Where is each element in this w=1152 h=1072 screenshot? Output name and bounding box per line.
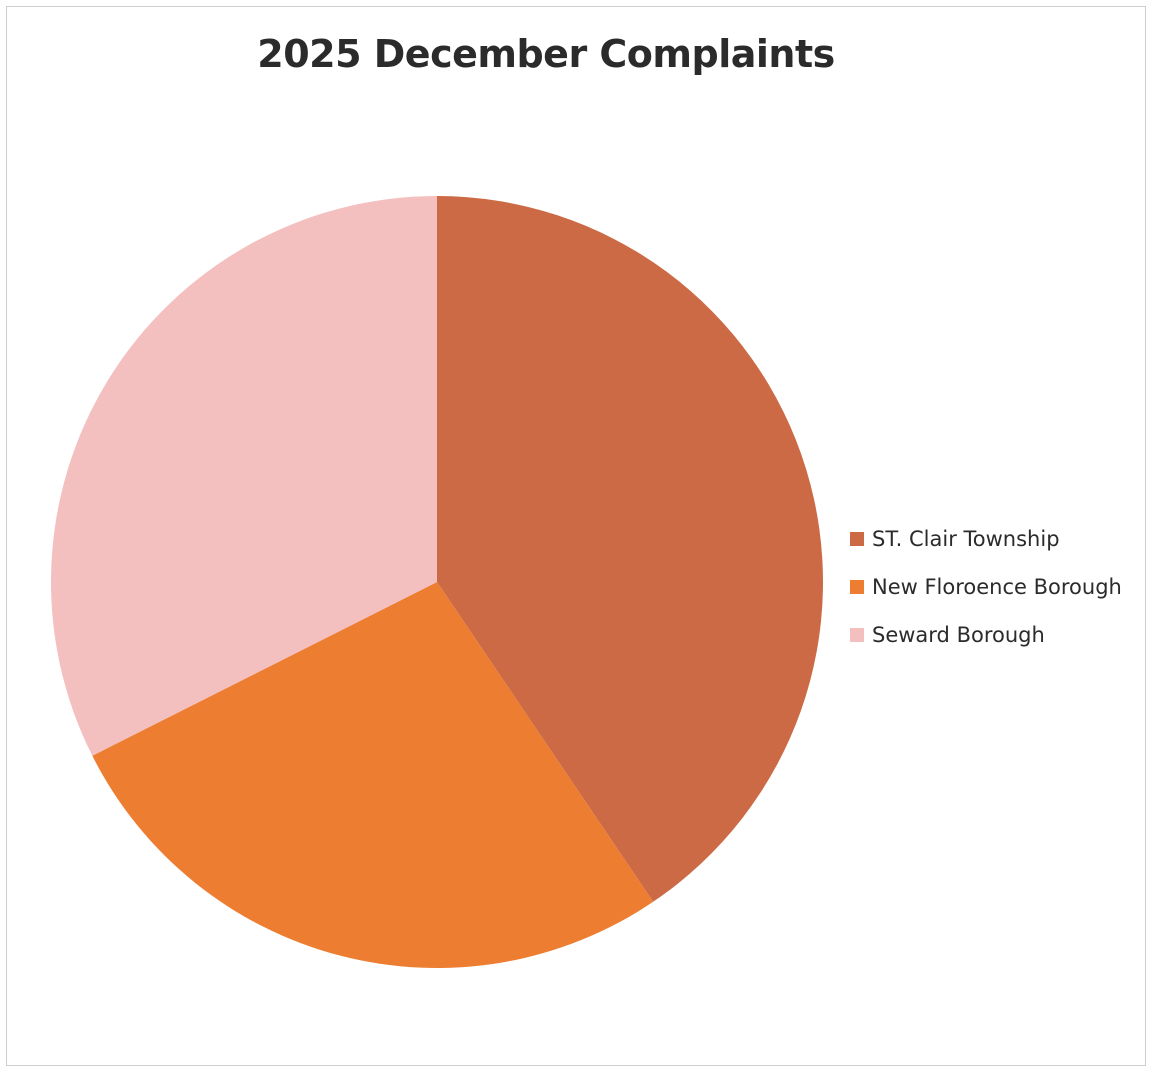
legend-label: ST. Clair Township (872, 527, 1060, 551)
chart-frame (6, 6, 1146, 1066)
legend-label: New Floroence Borough (872, 575, 1122, 599)
pie-slice-new-floroence-borough (92, 582, 654, 968)
legend-item: ST. Clair Township (850, 515, 1122, 563)
legend-swatch (850, 628, 864, 642)
legend-item: Seward Borough (850, 611, 1122, 659)
chart-legend: ST. Clair Township New Floroence Borough S… (850, 515, 1122, 659)
legend-swatch (850, 580, 864, 594)
pie-slice-st-clair-township (437, 196, 823, 902)
pie-slice-seward-borough (51, 196, 437, 756)
legend-swatch (850, 532, 864, 546)
legend-label: Seward Borough (872, 623, 1045, 647)
legend-item: New Floroence Borough (850, 563, 1122, 611)
chart-title: 2025 December Complaints (257, 32, 835, 76)
